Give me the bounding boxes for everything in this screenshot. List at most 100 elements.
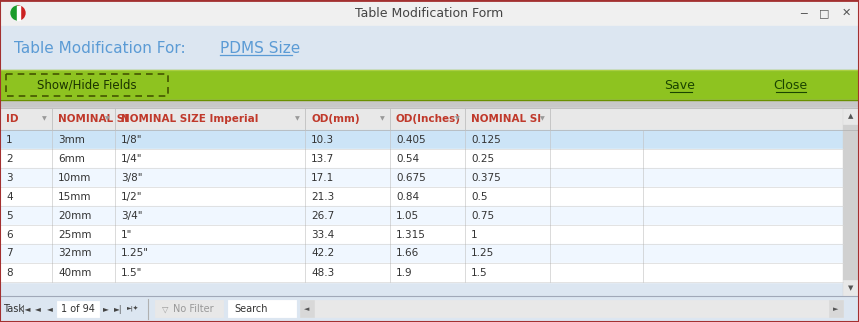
Text: NOMINAL SI: NOMINAL SI <box>471 114 541 124</box>
Text: ▼: ▼ <box>380 117 384 121</box>
Text: Table Modification For:: Table Modification For: <box>14 41 186 55</box>
Bar <box>0 70 859 100</box>
Text: 0.54: 0.54 <box>396 154 419 164</box>
Text: ─: ─ <box>801 8 807 18</box>
Text: 0.675: 0.675 <box>396 173 426 183</box>
Text: 15mm: 15mm <box>58 192 92 202</box>
Text: 32mm: 32mm <box>58 249 92 259</box>
Text: No Filter: No Filter <box>173 304 213 314</box>
Text: 1.25: 1.25 <box>471 249 494 259</box>
Bar <box>0 225 843 244</box>
Text: ▼: ▼ <box>41 117 46 121</box>
Text: 7: 7 <box>6 249 13 259</box>
Text: Table Modification Form: Table Modification Form <box>356 6 503 20</box>
Text: 6mm: 6mm <box>58 154 85 164</box>
Text: 1: 1 <box>471 230 478 240</box>
Bar <box>843 108 859 296</box>
Text: ✕: ✕ <box>841 8 850 18</box>
Wedge shape <box>18 6 25 20</box>
Text: 1.25": 1.25" <box>121 249 149 259</box>
Bar <box>300 300 843 317</box>
Text: 1: 1 <box>6 135 13 145</box>
Text: 1.05: 1.05 <box>396 211 419 221</box>
Text: 1/4": 1/4" <box>121 154 143 164</box>
Text: 4: 4 <box>6 192 13 202</box>
Text: 13.7: 13.7 <box>311 154 334 164</box>
Text: 1": 1" <box>121 230 132 240</box>
Text: OD(mm): OD(mm) <box>311 114 360 124</box>
Text: ►|: ►| <box>113 305 122 314</box>
Text: 1/8": 1/8" <box>121 135 143 145</box>
Bar <box>0 168 843 187</box>
Text: 17.1: 17.1 <box>311 173 334 183</box>
Text: ▼: ▼ <box>105 117 109 121</box>
Text: 40mm: 40mm <box>58 268 91 278</box>
Text: NOMINAL SIZE Imperial: NOMINAL SIZE Imperial <box>121 114 259 124</box>
Text: 1 of 94: 1 of 94 <box>61 304 95 314</box>
Wedge shape <box>11 6 18 20</box>
Text: ◄: ◄ <box>47 305 53 314</box>
Text: 21.3: 21.3 <box>311 192 334 202</box>
Text: 25mm: 25mm <box>58 230 92 240</box>
Bar <box>0 0 859 26</box>
Text: 5: 5 <box>6 211 13 221</box>
Text: Task: Task <box>3 304 24 314</box>
Text: 1.5: 1.5 <box>471 268 488 278</box>
Bar <box>0 149 843 168</box>
Text: 42.2: 42.2 <box>311 249 334 259</box>
Bar <box>0 244 843 263</box>
Text: 1.5": 1.5" <box>121 268 143 278</box>
Text: Show/Hide Fields: Show/Hide Fields <box>37 79 137 91</box>
Text: ▼: ▼ <box>539 117 545 121</box>
Text: ▼: ▼ <box>849 285 854 291</box>
Bar <box>0 26 859 70</box>
Bar <box>829 300 843 317</box>
Text: 0.375: 0.375 <box>471 173 501 183</box>
Bar <box>228 300 296 317</box>
Bar <box>300 300 314 317</box>
Text: OD(Inches): OD(Inches) <box>396 114 461 124</box>
Text: 1.315: 1.315 <box>396 230 426 240</box>
Bar <box>16 6 20 20</box>
Text: 0.84: 0.84 <box>396 192 419 202</box>
Text: 0.25: 0.25 <box>471 154 494 164</box>
Text: 10.3: 10.3 <box>311 135 334 145</box>
Text: 0.75: 0.75 <box>471 211 494 221</box>
Bar <box>0 263 843 282</box>
Text: 3: 3 <box>6 173 13 183</box>
Bar <box>0 100 859 108</box>
Text: 33.4: 33.4 <box>311 230 334 240</box>
Text: 8: 8 <box>6 268 13 278</box>
Text: ▼: ▼ <box>454 117 460 121</box>
Bar <box>0 130 843 149</box>
Text: ▽: ▽ <box>161 305 168 314</box>
Text: 3/4": 3/4" <box>121 211 143 221</box>
Text: ▼: ▼ <box>295 117 300 121</box>
Text: 2: 2 <box>6 154 13 164</box>
Text: ►|✦: ►|✦ <box>127 306 139 312</box>
Text: 1.9: 1.9 <box>396 268 412 278</box>
Bar <box>57 301 99 317</box>
Bar <box>0 108 859 130</box>
Text: 0.405: 0.405 <box>396 135 425 145</box>
Text: 6: 6 <box>6 230 13 240</box>
Text: Close: Close <box>773 79 807 91</box>
Bar <box>843 280 859 296</box>
Text: 26.7: 26.7 <box>311 211 334 221</box>
Text: ►: ► <box>103 305 109 314</box>
Text: 20mm: 20mm <box>58 211 91 221</box>
Text: Search: Search <box>234 304 267 314</box>
Text: 10mm: 10mm <box>58 173 91 183</box>
Bar <box>155 300 223 317</box>
Text: ►: ► <box>833 306 838 312</box>
Text: ▲: ▲ <box>849 113 854 119</box>
Text: |◄: |◄ <box>21 305 30 314</box>
FancyBboxPatch shape <box>6 74 168 96</box>
Bar <box>0 187 843 206</box>
Text: 0.5: 0.5 <box>471 192 488 202</box>
Text: 48.3: 48.3 <box>311 268 334 278</box>
Text: 3/8": 3/8" <box>121 173 143 183</box>
Text: NOMINAL SI: NOMINAL SI <box>58 114 128 124</box>
Circle shape <box>11 6 25 20</box>
Text: 1.66: 1.66 <box>396 249 419 259</box>
